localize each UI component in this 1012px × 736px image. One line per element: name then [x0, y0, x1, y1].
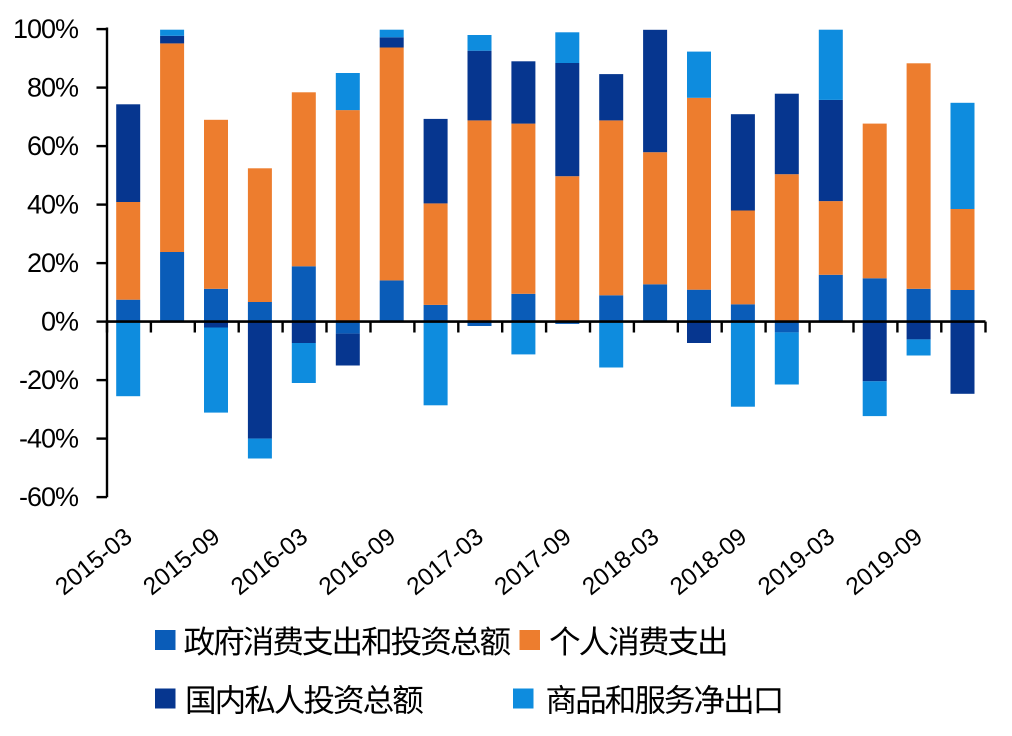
svg-text:100%: 100%: [13, 14, 79, 44]
svg-text:60%: 60%: [27, 131, 79, 161]
svg-text:-60%: -60%: [19, 482, 79, 512]
svg-text:40%: 40%: [27, 189, 79, 219]
svg-text:20%: 20%: [27, 248, 79, 278]
svg-text:0%: 0%: [41, 306, 79, 336]
svg-text:80%: 80%: [27, 72, 79, 102]
svg-text:-20%: -20%: [19, 365, 79, 395]
svg-text:-40%: -40%: [19, 423, 79, 453]
